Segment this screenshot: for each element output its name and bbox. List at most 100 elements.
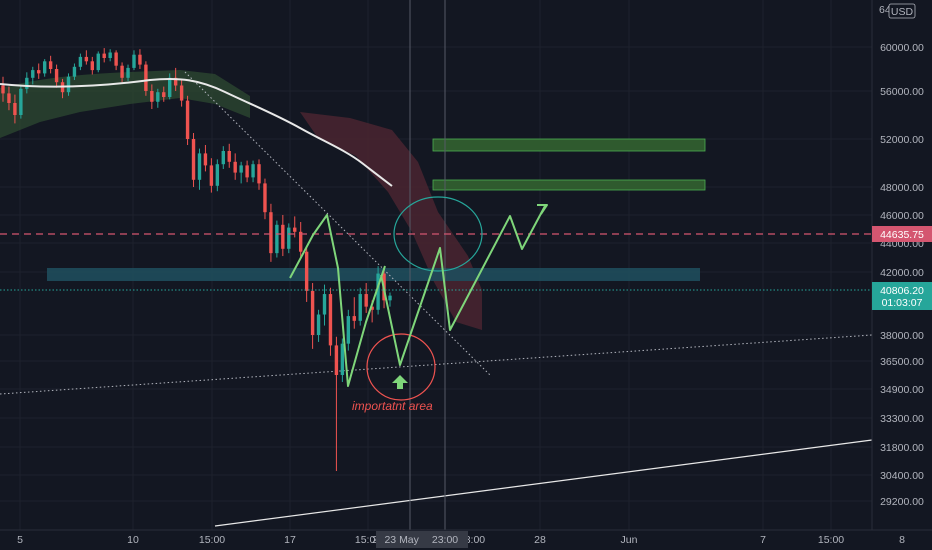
time-tick-label: 15:00: [355, 534, 381, 546]
projected-wave-path: [380, 205, 546, 366]
candle-body: [215, 164, 220, 186]
historical-wave-path: [289, 214, 386, 387]
candle-body: [120, 65, 124, 78]
candle: [209, 158, 214, 193]
candle-body: [144, 64, 148, 91]
candle: [227, 143, 231, 168]
candle: [257, 159, 261, 190]
candle-body: [37, 70, 41, 74]
price-tick-label: 46000.00: [880, 210, 924, 222]
price-tick-label: 52000.00: [880, 134, 924, 146]
candle-body: [156, 92, 160, 102]
candle-body: [287, 227, 291, 249]
price-axis[interactable]: 60000.00 56000.00 52000.00 48000.00 46000.00…: [871, 0, 932, 530]
candle-body: [191, 139, 196, 180]
candle: [310, 283, 315, 349]
candle: [233, 153, 237, 180]
teal-circle-highlight: [393, 196, 483, 272]
candle-body: [376, 273, 380, 310]
price-tick-label: 60000.00: [880, 42, 924, 54]
price-tick-label: 29200.00: [880, 496, 924, 508]
candle-body: [90, 61, 95, 71]
candle-body: [66, 76, 71, 93]
candles: [1, 48, 392, 471]
candle: [48, 55, 53, 74]
candle-body: [293, 227, 297, 232]
candle-body: [334, 345, 339, 375]
candle-body: [72, 66, 77, 77]
candle: [7, 86, 11, 111]
candle-body: [162, 92, 166, 97]
candle: [13, 94, 17, 124]
candle: [1, 76, 5, 102]
candle-body: [179, 85, 184, 101]
time-tick-label: 5: [17, 534, 23, 546]
time-tick-label: 10: [127, 534, 139, 546]
time-tick-label: 28: [534, 534, 546, 546]
price-tick-label: 48000.00: [880, 182, 924, 194]
candle-body: [173, 77, 178, 86]
candle-body: [346, 316, 351, 344]
candle: [298, 222, 303, 259]
candle-body: [150, 91, 154, 102]
price-tick-label: 31800.00: [880, 442, 924, 454]
candle: [31, 66, 35, 85]
candle-body: [388, 295, 392, 301]
red-circle-highlight: [366, 333, 436, 401]
candle-body: [245, 165, 249, 178]
candle-body: [114, 52, 118, 66]
grid: [0, 0, 903, 530]
candle: [126, 64, 130, 82]
candle: [144, 61, 148, 96]
candle: [37, 63, 41, 79]
candle: [96, 51, 100, 73]
candle-body: [102, 53, 106, 58]
candle-body: [322, 294, 327, 315]
candle: [179, 80, 184, 107]
candle-body: [132, 54, 136, 68]
currency-badge[interactable]: 64 USD: [879, 3, 916, 19]
candle-body: [48, 61, 53, 69]
candle: [322, 284, 327, 326]
moving-average-line: [0, 77, 393, 187]
candle: [334, 336, 339, 471]
candle: [191, 133, 196, 187]
hover-time-label: 23:00: [432, 534, 458, 546]
candle-body: [269, 212, 273, 254]
candle-body: [352, 316, 356, 321]
candle: [19, 85, 23, 119]
zones: [47, 138, 706, 281]
svg-text:64: 64: [879, 4, 891, 16]
candle-body: [54, 69, 59, 83]
candle: [340, 338, 345, 382]
candle: [203, 145, 208, 172]
candle-body: [298, 231, 303, 252]
candle: [328, 287, 333, 356]
candle-body: [185, 100, 190, 139]
candle-body: [370, 306, 374, 310]
candle: [114, 50, 118, 71]
price-tick-label: 36500.00: [880, 356, 924, 368]
current-price-tag: 40806.20 01:03:07: [872, 282, 932, 310]
candle: [185, 95, 190, 145]
candle-body: [239, 165, 243, 173]
candle: [84, 50, 89, 65]
candle: [102, 48, 106, 63]
up-arrow-icon: [392, 375, 408, 389]
trendlines: [0, 0, 873, 530]
resistance-price-tag: 44635.75: [872, 226, 932, 242]
candle-body: [7, 93, 11, 103]
important-area-label: importatnt area: [352, 399, 433, 413]
candle-body: [310, 290, 315, 335]
candle: [54, 64, 59, 88]
candle: [364, 283, 368, 313]
svg-text:40806.20: 40806.20: [880, 285, 924, 297]
candle: [352, 297, 356, 329]
time-tick-label: 15:00: [818, 534, 844, 546]
candle-body: [257, 164, 261, 184]
candle-body: [304, 251, 309, 291]
candle-body: [126, 67, 130, 78]
svg-text:44635.75: 44635.75: [880, 229, 924, 241]
